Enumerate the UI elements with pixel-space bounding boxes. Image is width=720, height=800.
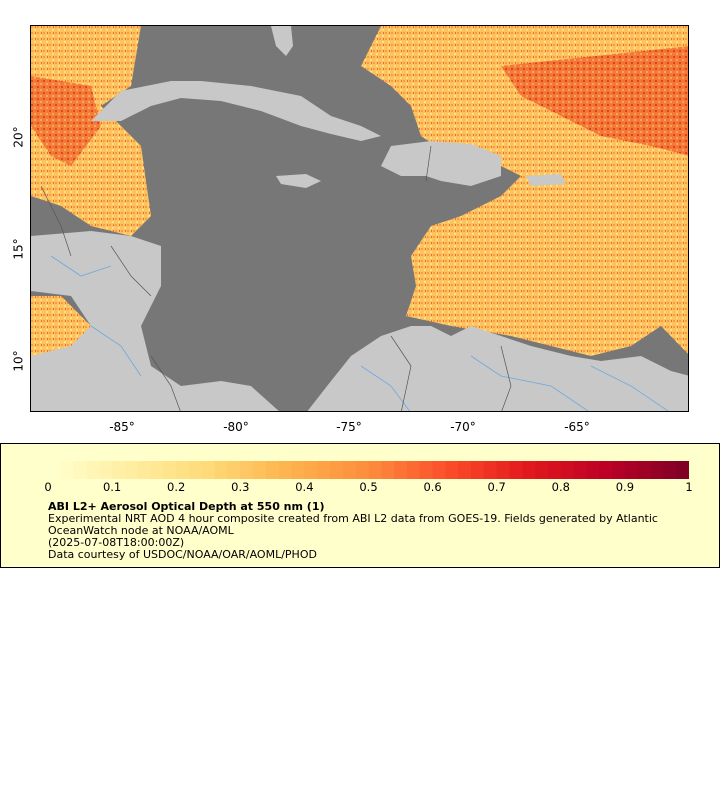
- colorbar-segment: [317, 461, 331, 479]
- land-south-america: [307, 326, 688, 411]
- lat-label-15: 15°: [11, 238, 26, 260]
- colorbar-tick-label: 1: [685, 480, 693, 494]
- colorbar-segment: [342, 461, 357, 479]
- colorbar-segment: [586, 461, 600, 479]
- land-florida: [271, 26, 293, 56]
- colorbar: [48, 461, 689, 479]
- aod-map: [30, 25, 689, 412]
- land-central-america: [31, 231, 279, 411]
- colorbar-segment: [330, 461, 344, 479]
- colorbar-segment: [663, 461, 677, 479]
- colorbar-segment: [471, 461, 485, 479]
- colorbar-tick-label: 0.6: [423, 480, 442, 494]
- lon-label-70: -70°: [450, 420, 476, 434]
- colorbar-segment: [560, 461, 575, 479]
- lat-label-20: 20°: [11, 126, 26, 148]
- colorbar-segment: [599, 461, 613, 479]
- colorbar-segment: [355, 461, 369, 479]
- colorbar-segment: [368, 461, 382, 479]
- colorbar-segment: [60, 461, 75, 479]
- colorbar-tick-label: 0.4: [295, 480, 314, 494]
- colorbar-segment: [189, 461, 203, 479]
- colorbar-segment: [406, 461, 421, 479]
- legend-panel: 0 0.1 0.2 0.3 0.4 0.5 0.6 0.7 0.8 0.9 1 ABI L2+ Ae…: [0, 443, 720, 568]
- legend-text: ABI L2+ Aerosol Optical Depth at 550 nm …: [48, 501, 688, 561]
- colorbar-segment: [112, 461, 126, 479]
- colorbar-segment: [176, 461, 190, 479]
- colorbar-segment: [612, 461, 626, 479]
- colorbar-segment: [150, 461, 164, 479]
- lon-label-65: -65°: [564, 420, 590, 434]
- colorbar-segment: [201, 461, 216, 479]
- colorbar-segment: [240, 461, 254, 479]
- lon-label-85: -85°: [109, 420, 135, 434]
- colorbar-tick-label: 0: [44, 480, 52, 494]
- colorbar-segment: [637, 461, 652, 479]
- colorbar-segment: [547, 461, 562, 479]
- lat-label-10: 10°: [11, 350, 26, 372]
- colorbar-segment: [650, 461, 664, 479]
- colorbar-tick-label: 0.5: [359, 480, 378, 494]
- colorbar-segment: [458, 461, 472, 479]
- land-puerto-rico: [526, 174, 566, 186]
- colorbar-segment: [381, 461, 395, 479]
- land-jamaica: [276, 174, 321, 188]
- land-hispaniola: [381, 141, 501, 186]
- colorbar-segment: [535, 461, 549, 479]
- colorbar-segment: [214, 461, 228, 479]
- colorbar-segment: [304, 461, 318, 479]
- colorbar-segment: [227, 461, 241, 479]
- colorbar-segment: [73, 461, 87, 479]
- aod-field-west-high: [31, 76, 101, 166]
- colorbar-segment: [624, 461, 639, 479]
- land-cuba: [91, 81, 381, 141]
- colorbar-tick-label: 0.9: [615, 480, 635, 494]
- legend-credit: Data courtesy of USDOC/NOAA/OAR/AOML/PHO…: [48, 548, 317, 561]
- colorbar-segment: [445, 461, 459, 479]
- colorbar-segment: [483, 461, 498, 479]
- colorbar-segment: [137, 461, 152, 479]
- colorbar-tick-label: 0.8: [551, 480, 570, 494]
- legend-date: (2025-07-08T18:00:00Z): [48, 536, 185, 549]
- colorbar-segment: [278, 461, 293, 479]
- colorbar-segment: [573, 461, 587, 479]
- colorbar-segment: [48, 461, 62, 479]
- aod-field-high: [501, 46, 688, 156]
- colorbar-segment: [291, 461, 305, 479]
- country-borders: [40, 145, 512, 411]
- colorbar-segment: [432, 461, 446, 479]
- colorbar-segment: [496, 461, 511, 479]
- colorbar-tick-label: 0.1: [102, 480, 122, 494]
- legend-description: Experimental NRT AOD 4 hour composite cr…: [48, 512, 658, 537]
- map-canvas: [31, 26, 688, 411]
- colorbar-segment: [522, 461, 536, 479]
- colorbar-segment: [124, 461, 139, 479]
- colorbar-tick-label: 0.2: [167, 480, 186, 494]
- colorbar-segment: [394, 461, 408, 479]
- lon-label-75: -75°: [336, 420, 362, 434]
- colorbar-tick-label: 0.3: [231, 480, 250, 494]
- rivers: [50, 255, 669, 411]
- colorbar-segment: [265, 461, 280, 479]
- colorbar-segment: [86, 461, 100, 479]
- legend-title: ABI L2+ Aerosol Optical Depth at 550 nm …: [48, 500, 325, 513]
- colorbar-segment: [163, 461, 177, 479]
- colorbar-segment: [676, 461, 689, 479]
- colorbar-segment: [419, 461, 434, 479]
- colorbar-tick-label: 0.7: [487, 480, 506, 494]
- colorbar-segment: [509, 461, 523, 479]
- colorbar-segment: [253, 461, 267, 479]
- lon-label-80: -80°: [223, 420, 249, 434]
- colorbar-segment: [99, 461, 113, 479]
